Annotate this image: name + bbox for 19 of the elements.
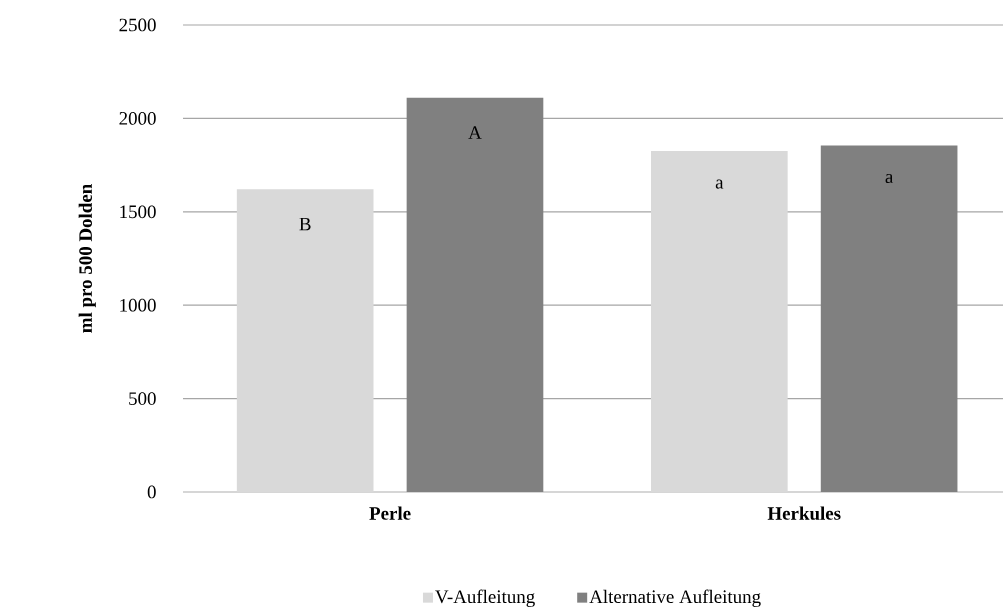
bar (406, 97, 544, 492)
data-label: a (885, 173, 894, 184)
legend-label: Alternative Aufleitung (589, 589, 761, 607)
y-tick-label: 0 (147, 485, 156, 499)
x-tick-label: Herkules (767, 506, 841, 520)
y-axis-title: ml pro 500 Dolden (78, 184, 96, 333)
data-label: A (468, 126, 482, 139)
y-tick-label: 1500 (120, 205, 156, 219)
bar (820, 145, 958, 492)
x-tick-label: Perle (369, 506, 411, 520)
bar (236, 189, 374, 492)
y-tick-label: 2000 (119, 112, 156, 125)
data-label: a (715, 179, 724, 189)
y-tick-label: 1000 (120, 298, 156, 312)
bar (650, 151, 788, 492)
legend-label: V-Aufleitung (435, 589, 535, 607)
y-tick-label: 2500 (119, 18, 156, 32)
data-label: B (299, 217, 311, 231)
y-tick-label: 500 (129, 392, 156, 405)
